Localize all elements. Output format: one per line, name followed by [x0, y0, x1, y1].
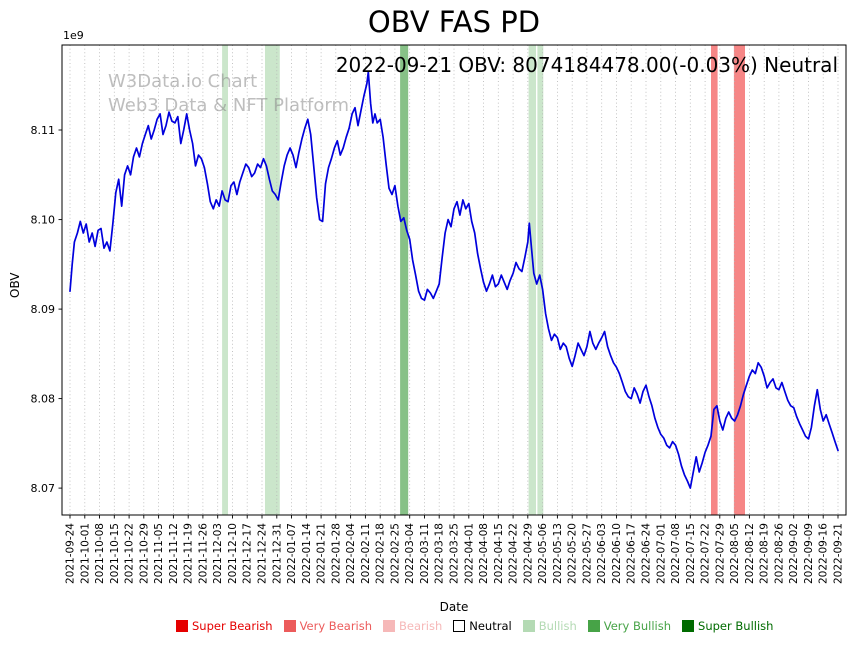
legend-swatch-bearish [383, 620, 396, 632]
chart-title: OBV FAS PD [367, 5, 541, 39]
x-tick-label: 2021-12-24 [257, 523, 269, 584]
x-tick-label: 2022-02-11 [360, 523, 372, 584]
legend-swatch-very-bullish [587, 620, 600, 632]
x-axis-label: Date [439, 600, 469, 614]
x-tick-label: 2022-02-18 [375, 523, 387, 584]
x-tick-label: 2022-09-21 [833, 523, 845, 584]
x-tick-label: 2022-05-06 [537, 523, 549, 584]
x-tick-label: 2021-09-24 [65, 523, 77, 584]
x-tick-label: 2022-01-21 [316, 523, 328, 584]
legend-label: Super Bearish [192, 619, 273, 633]
x-tick-label: 2022-06-03 [596, 523, 608, 584]
x-tick-label: 2022-02-25 [389, 523, 401, 584]
legend-item: Bullish [522, 619, 577, 633]
legend-swatch-super-bearish [176, 620, 188, 632]
x-tick-label: 2021-12-10 [227, 523, 239, 584]
signal-band-bullish [528, 45, 536, 515]
x-tick-label: 2021-10-08 [94, 523, 106, 584]
x-tick-label: 2022-01-07 [286, 523, 298, 584]
x-tick-label: 2022-01-28 [330, 523, 342, 584]
x-tick-label: 2021-11-26 [197, 523, 209, 584]
signal-band-very-bearish [711, 45, 718, 515]
x-tick-label: 2021-10-01 [79, 523, 91, 584]
x-tick-label: 2022-05-13 [552, 523, 564, 584]
x-tick-label: 2021-11-12 [168, 523, 180, 584]
watermark: W3Data.io Chart Web3 Data & NFT Platform [108, 70, 349, 119]
x-tick-label: 2022-07-15 [685, 523, 697, 584]
x-tick-label: 2021-11-19 [183, 523, 195, 584]
signal-band-bullish [265, 45, 280, 515]
x-tick-label: 2022-08-12 [744, 523, 756, 584]
obv-line [69, 71, 839, 489]
x-tick-label: 2022-03-18 [434, 523, 446, 584]
y-tick-label: 8.10 [31, 213, 56, 226]
legend-label: Very Bearish [299, 619, 373, 633]
x-tick-label: 2022-06-17 [626, 523, 638, 584]
legend-swatch-bullish [522, 620, 535, 632]
legend-swatch-very-bearish [283, 620, 296, 632]
legend: Super Bearish Very Bearish Bearish Neutral B… [176, 619, 773, 633]
legend-item: Super Bearish [176, 619, 273, 633]
x-tick-label: 2022-04-08 [478, 523, 490, 584]
x-tick-label: 2022-04-29 [522, 523, 534, 584]
x-tick-label: 2022-08-26 [773, 523, 785, 584]
x-tick-label: 2021-10-29 [138, 523, 150, 584]
x-tick-label: 2022-04-22 [508, 523, 520, 584]
x-tick-label: 2022-07-01 [655, 523, 667, 584]
legend-label: Super Bullish [698, 619, 774, 633]
legend-swatch-super-bullish [682, 620, 695, 632]
legend-label: Neutral [469, 619, 512, 633]
x-tick-label: 2022-04-01 [463, 523, 475, 584]
x-tick-label: 2022-06-24 [641, 523, 653, 584]
x-tick-label: 2021-11-05 [153, 523, 165, 584]
signal-band-bullish [222, 45, 228, 515]
x-tick-label: 2021-10-22 [124, 523, 136, 584]
x-tick-label: 2022-09-02 [788, 523, 800, 584]
watermark-line1: W3Data.io Chart [108, 71, 258, 92]
y-tick-label: 8.08 [31, 392, 56, 405]
x-tick-label: 2022-07-08 [670, 523, 682, 584]
legend-label: Very Bullish [603, 619, 672, 633]
y-tick-label: 8.09 [31, 303, 56, 316]
legend-item: Very Bullish [587, 619, 672, 633]
x-tick-label: 2022-04-15 [493, 523, 505, 584]
watermark-line2: Web3 Data & NFT Platform [108, 95, 350, 117]
x-tick-label: 2022-03-25 [449, 523, 461, 584]
x-tick-label: 2022-08-19 [759, 523, 771, 584]
x-tick-label: 2022-06-10 [611, 523, 623, 584]
y-tick-label: 8.11 [31, 124, 56, 137]
x-tick-label: 2022-05-20 [567, 523, 579, 584]
signal-band-very-bullish [400, 45, 409, 515]
legend-swatch-neutral [453, 620, 466, 632]
legend-item: Bearish [383, 619, 442, 633]
signal-band-very-bearish [733, 45, 745, 515]
legend-item: Super Bullish [682, 619, 773, 633]
x-tick-label: 2022-08-05 [729, 523, 741, 584]
x-tick-label: 2021-12-03 [212, 523, 224, 584]
x-tick-label: 2022-05-27 [581, 523, 593, 584]
x-tick-label: 2022-02-04 [345, 523, 357, 584]
x-tick-label: 2022-01-14 [301, 523, 313, 584]
y-axis-offset-text: 1e9 [63, 29, 84, 42]
plot-border [61, 44, 847, 516]
x-tick-label: 2022-03-11 [419, 523, 431, 584]
y-tick-label: 8.07 [31, 482, 56, 495]
x-tick-label: 2021-12-17 [242, 523, 254, 584]
x-tick-label: 2022-03-04 [404, 523, 416, 584]
legend-label: Bullish [538, 619, 577, 633]
x-tick-label: 2021-12-31 [271, 523, 283, 584]
x-tick-label: 2022-07-29 [714, 523, 726, 584]
x-tick-label: 2022-09-16 [818, 523, 830, 584]
y-axis-label: OBV [8, 272, 22, 298]
legend-item: Very Bearish [283, 619, 373, 633]
legend-label: Bearish [399, 619, 443, 633]
legend-item: Neutral [453, 619, 512, 633]
x-tick-label: 2022-07-22 [700, 523, 712, 584]
x-tick-label: 2022-09-09 [803, 523, 815, 584]
last-value-annotation: 2022-09-21 OBV: 8074184478.00(-0.03%) Ne… [335, 53, 838, 77]
x-tick-label: 2021-10-15 [109, 523, 121, 584]
